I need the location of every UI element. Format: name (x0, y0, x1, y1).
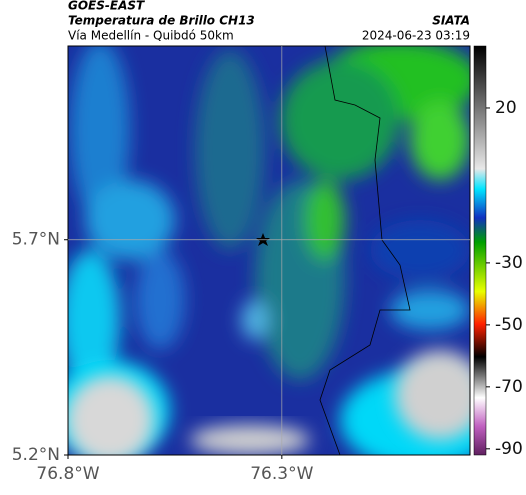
datetime: 2024-06-23 03:19 (362, 29, 470, 43)
y-tick-label: 5.2°N (12, 445, 60, 465)
satellite-image (68, 46, 470, 455)
colorbar-tick-label: -70 (495, 377, 523, 397)
x-tick-label: 76.8°W (36, 464, 99, 484)
map-frame (67, 45, 471, 456)
agency: SIATA (432, 14, 470, 28)
x-tick-label: 76.3°W (250, 464, 313, 484)
source: GOES-EAST (68, 0, 145, 13)
title: Temperatura de Brillo CH13 (68, 14, 255, 28)
subtitle: Vía Medellín - Quibdó 50km (68, 29, 234, 43)
colorbar-tick-label: -90 (495, 439, 523, 459)
colorbar-tick-label: -50 (495, 315, 523, 335)
y-tick-label: 5.7°N (12, 230, 60, 250)
colorbar (473, 45, 487, 456)
colorbar-tick-label: 20 (495, 98, 517, 118)
colorbar-tick-label: -30 (495, 253, 523, 273)
